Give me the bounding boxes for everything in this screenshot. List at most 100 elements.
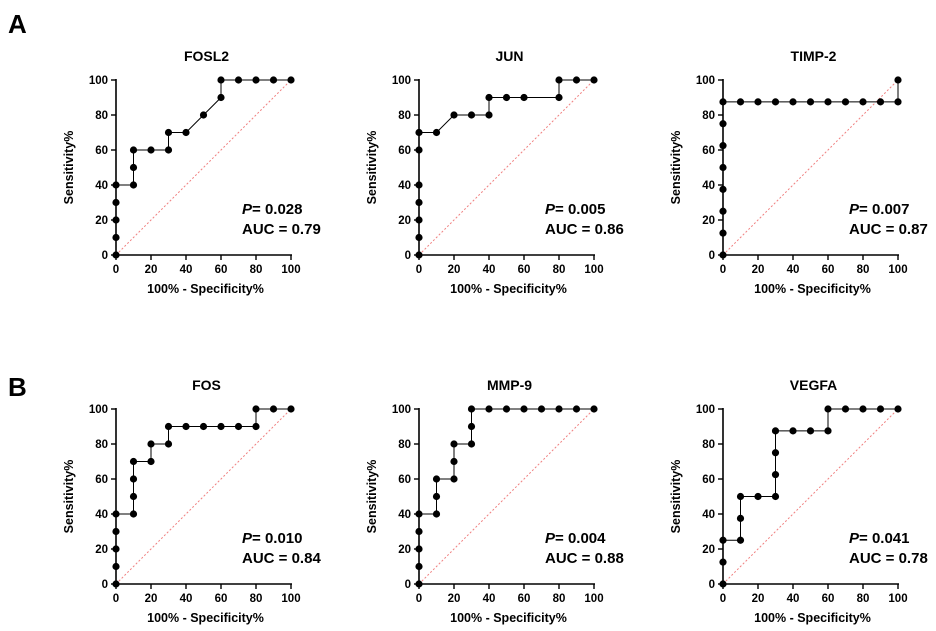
y-tick-label: 60 [398,145,411,157]
x-tick-label: 60 [822,264,835,276]
roc-data-point [719,558,727,566]
x-tick-label: 20 [448,264,461,276]
roc-data-point [824,427,832,435]
p-symbol: P [545,201,556,218]
y-tick-label: 80 [398,110,411,122]
x-tick-label: 100 [888,593,907,605]
x-tick-label: 40 [180,264,193,276]
roc-data-point [771,449,780,457]
roc-data-point [719,229,727,237]
y-axis-label: Sensitivity% [62,460,76,534]
roc-chart-timp-2: TIMP-2 0 20 40 60 80 100 0 20 40 60 80 100 100% - Spe… [669,48,928,296]
y-tick-label: 20 [95,544,108,556]
x-tick-label: 0 [720,593,726,605]
roc-data-point [217,76,225,84]
roc-data-point [269,405,278,413]
roc-data-point [555,76,563,84]
y-tick-label: 40 [398,180,411,192]
roc-data-point [572,405,581,413]
y-tick-label: 0 [709,250,715,262]
roc-data-point [719,120,727,128]
y-axis-label: Sensitivity% [669,131,683,205]
roc-data-point [415,251,423,259]
chart-title: FOSL2 [184,48,229,64]
roc-data-point [736,514,745,522]
y-tick-label: 40 [702,180,715,192]
x-tick-label: 80 [857,264,870,276]
y-tick-label: 100 [89,75,108,87]
roc-data-point [719,536,727,544]
x-axis-label: 100% - Specificity% [147,611,264,625]
y-axis-label: Sensitivity% [669,460,683,534]
roc-data-point [415,545,423,553]
roc-data-point [112,545,120,553]
roc-chart-fos: FOS 0 20 40 60 80 100 0 20 40 60 80 100 100% - Specif… [62,377,321,625]
x-tick-label: 60 [822,593,835,605]
roc-data-point [485,111,493,119]
roc-data-point [415,216,423,224]
x-tick-label: 100 [281,264,300,276]
roc-data-point [112,527,120,536]
reference-diagonal-line [722,408,899,585]
roc-data-point [467,111,476,119]
panel-letter-b: B [8,372,27,402]
roc-data-point [754,492,762,501]
roc-data-point [112,216,120,224]
roc-data-point [129,146,138,154]
p-symbol: P [849,201,860,218]
y-tick-label: 20 [702,215,715,227]
roc-data-point [894,76,902,84]
panel-letter-a: A [8,9,27,39]
reference-diagonal-line [115,408,292,585]
auc-text: AUC = 0.88 [545,550,624,567]
x-tick-label: 80 [553,264,566,276]
roc-data-point [876,405,885,413]
roc-data-point [719,163,727,172]
roc-data-point [572,76,581,84]
y-tick-label: 40 [95,509,108,521]
roc-chart-mmp-9: MMP-9 0 20 40 60 80 100 0 20 40 60 80 100 100% - Spec… [365,377,624,625]
roc-data-point [450,111,458,119]
roc-data-point [876,98,885,106]
x-tick-label: 60 [215,264,228,276]
reference-diagonal-line [418,408,595,585]
roc-data-point [894,98,902,106]
roc-data-point [129,457,138,466]
roc-data-point [199,111,208,119]
p-value: = 0.005 [555,201,605,218]
roc-data-point [719,207,727,215]
chart-title: FOS [192,377,221,393]
x-tick-label: 0 [416,264,422,276]
roc-data-point [129,163,138,172]
roc-data-point [164,440,173,448]
p-value-text: P= 0.028 [242,201,302,218]
x-tick-label: 80 [857,593,870,605]
roc-data-point [112,198,120,207]
roc-data-point [164,422,173,431]
p-value: = 0.004 [555,530,606,547]
roc-data-point [467,405,476,413]
y-tick-label: 80 [95,439,108,451]
roc-data-point [771,98,780,106]
y-tick-label: 60 [702,474,715,486]
p-value: = 0.028 [252,201,302,218]
p-symbol: P [849,530,860,547]
roc-data-point [485,405,493,413]
roc-data-point [252,422,260,431]
x-tick-label: 100 [281,593,300,605]
x-tick-label: 40 [483,264,496,276]
roc-data-point [894,405,902,413]
roc-data-point [182,422,190,431]
y-axis-label: Sensitivity% [365,460,379,534]
roc-data-point [789,98,797,106]
roc-data-point [164,146,173,154]
p-symbol: P [242,201,253,218]
roc-chart-vegfa: VEGFA 0 20 40 60 80 100 0 20 40 60 80 100 100% - Spec… [669,377,928,625]
y-tick-label: 40 [95,180,108,192]
roc-data-point [719,98,727,106]
p-symbol: P [545,530,556,547]
x-tick-label: 20 [752,593,765,605]
y-tick-label: 60 [702,145,715,157]
roc-chart-fosl2: FOSL2 0 20 40 60 80 100 0 20 40 60 80 100 100% - Spec… [62,48,321,296]
